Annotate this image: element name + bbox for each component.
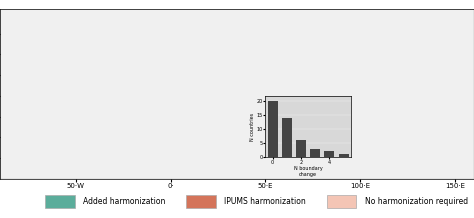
FancyBboxPatch shape (327, 195, 356, 208)
Bar (338, 154, 348, 157)
Bar (310, 149, 320, 157)
Text: No harmonization required: No harmonization required (365, 197, 468, 206)
Text: IPUMS harmonization: IPUMS harmonization (224, 197, 306, 206)
FancyBboxPatch shape (45, 195, 75, 208)
X-axis label: N boundary
change: N boundary change (294, 166, 322, 177)
FancyBboxPatch shape (186, 195, 216, 208)
Bar (324, 152, 334, 157)
Text: Added harmonization: Added harmonization (83, 197, 166, 206)
Bar (296, 140, 306, 157)
Y-axis label: N countries: N countries (250, 112, 255, 141)
Bar (267, 101, 278, 157)
Bar (282, 118, 292, 157)
